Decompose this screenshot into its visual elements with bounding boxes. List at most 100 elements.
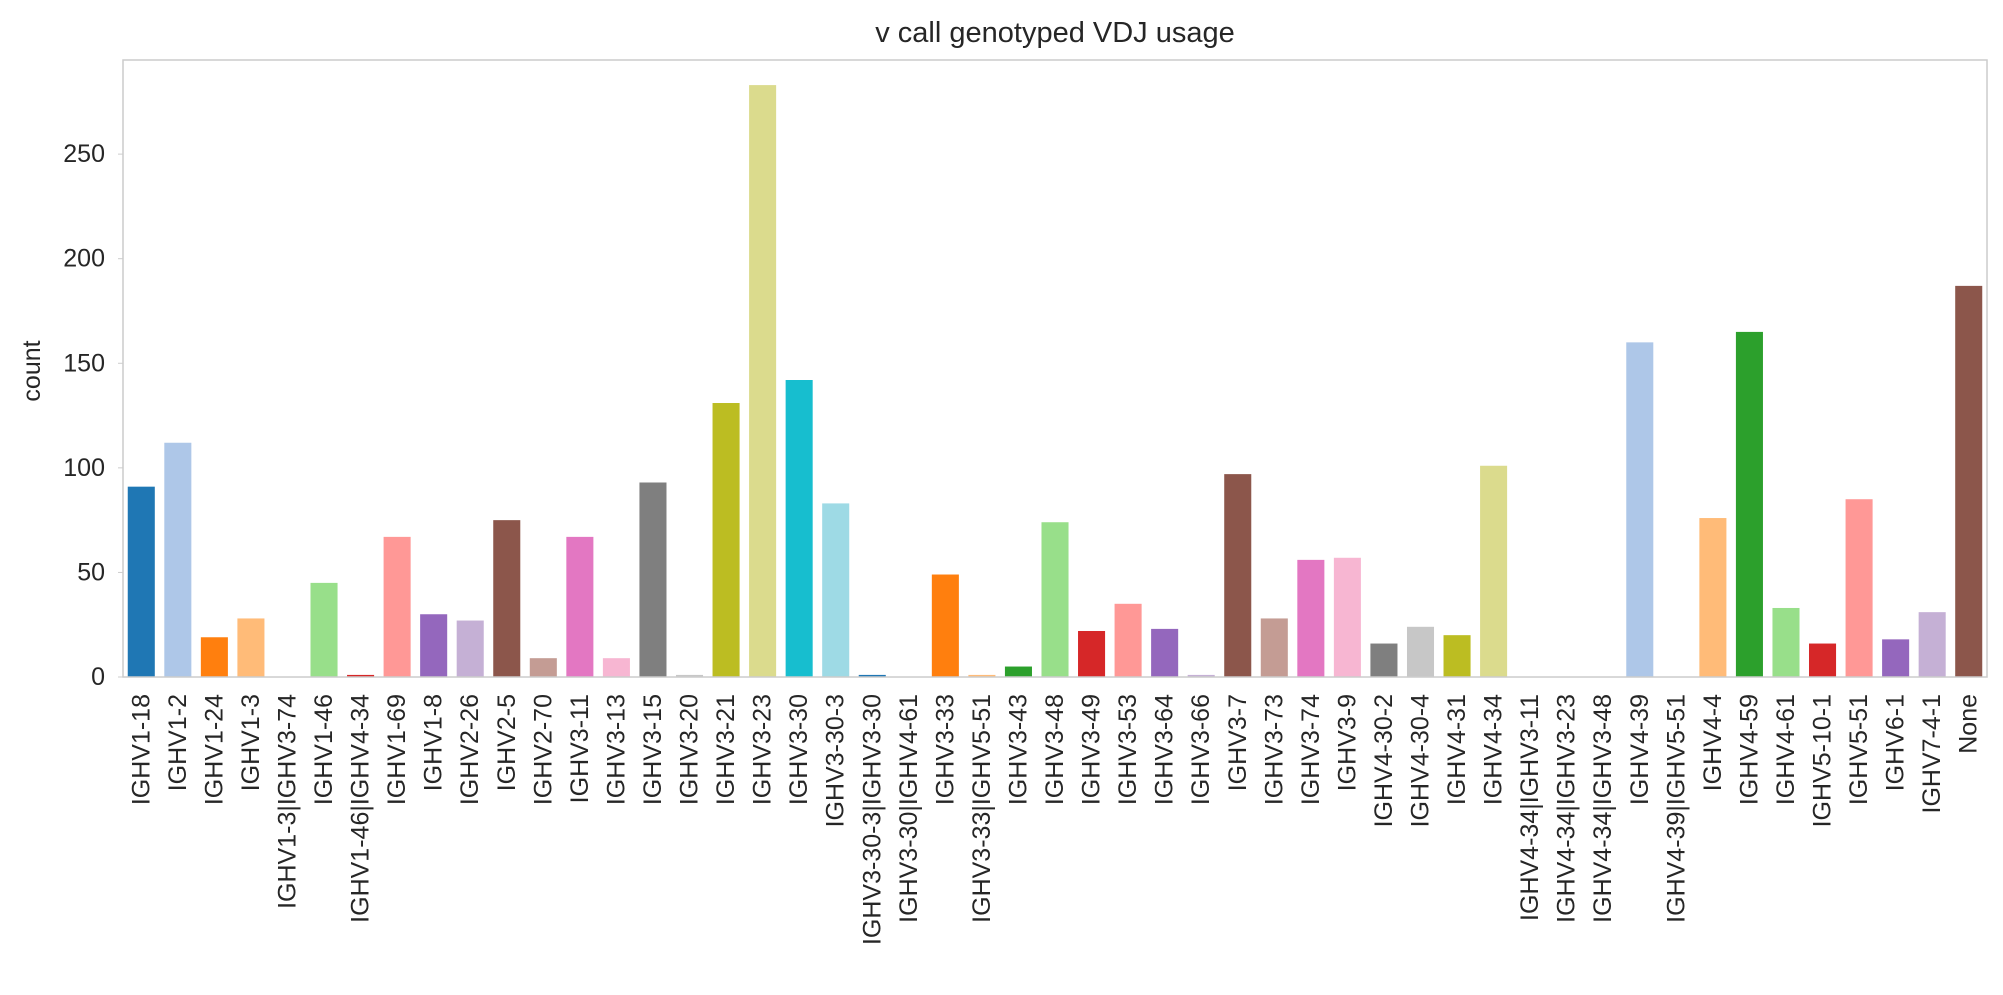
x-tick-label: IGHV1-24: [200, 694, 228, 805]
bars-group: [127, 85, 1983, 678]
x-tick-label: IGHV2-70: [529, 694, 557, 805]
bar-ighv3-20: [675, 674, 704, 677]
x-tick-label: IGHV3-73: [1260, 694, 1288, 805]
bar-ighv3-15: [639, 482, 667, 677]
bar-ighv3-64: [1151, 628, 1179, 677]
x-tick-label: IGHV3-20: [676, 694, 704, 805]
x-tick-label: IGHV4-31: [1443, 694, 1471, 805]
x-tick-label: IGHV3-7: [1224, 694, 1252, 791]
x-tick-label: IGHV3-30|IGHV4-61: [895, 694, 923, 923]
x-tick-label: IGHV3-49: [1078, 694, 1106, 805]
bar-ighv3-11: [566, 536, 594, 677]
bar-ighv4-30-2: [1370, 643, 1398, 677]
x-tick-label: IGHV3-64: [1151, 694, 1179, 805]
x-tick-label: IGHV4-39: [1626, 694, 1654, 805]
x-tick-label: IGHV3-33|IGHV5-51: [968, 694, 996, 923]
bar-ighv3-73: [1260, 618, 1288, 677]
y-tick-label: 200: [63, 245, 105, 273]
x-tick-label: IGHV1-8: [420, 694, 448, 791]
x-tick-label: IGHV1-69: [383, 694, 411, 805]
y-tick-label: 150: [63, 349, 105, 377]
bar-ighv3-33: [931, 574, 959, 677]
x-tick-label: None: [1955, 694, 1983, 754]
x-tick-label: IGHV1-46: [310, 694, 338, 805]
bar-ighv1-46: [310, 582, 338, 677]
x-tick-label: IGHV1-3: [237, 694, 265, 791]
bar-ighv3-7: [1224, 474, 1252, 677]
bar-ighv2-26: [456, 620, 484, 677]
x-tick-label: IGHV3-30-3|IGHV3-30: [858, 694, 886, 945]
bar-ighv1-46-ighv4-34: [347, 674, 375, 677]
y-ticks-group: 0 50 100 150 200 250: [63, 140, 123, 691]
bar-ighv4-59: [1735, 331, 1763, 677]
x-tick-label: IGHV2-26: [456, 694, 484, 805]
bar-ighv3-53: [1114, 603, 1142, 677]
bar-ighv1-24: [200, 637, 228, 677]
chart-title: v call genotyped VDJ usage: [875, 17, 1235, 49]
y-tick-label: 250: [63, 140, 105, 168]
x-tick-label: IGHV3-9: [1333, 694, 1361, 791]
bar-ighv4-61: [1772, 607, 1800, 677]
bar-ighv3-49: [1078, 630, 1106, 677]
bar-ighv3-30: [785, 380, 813, 677]
bar-ighv4-34: [1480, 465, 1508, 677]
plot-frame: [122, 59, 1988, 678]
y-axis-label: count: [18, 340, 46, 401]
bar-ighv1-69: [383, 536, 411, 677]
x-tick-label: IGHV4-39|IGHV5-51: [1662, 694, 1690, 923]
x-tick-label: IGHV1-2: [164, 694, 192, 791]
bar-ighv5-10-1: [1809, 643, 1837, 677]
bar-ighv6-1: [1882, 639, 1910, 677]
x-tick-label: IGHV3-13: [602, 694, 630, 805]
bar-ighv3-30-3: [822, 503, 850, 677]
bar-ighv3-66: [1187, 674, 1215, 677]
bar-ighv5-51: [1845, 499, 1873, 677]
x-tick-label: IGHV4-59: [1735, 694, 1763, 805]
bar-ighv1-2: [164, 442, 192, 677]
bar-ighv3-23: [749, 85, 777, 678]
x-tick-label: IGHV3-30-3: [822, 694, 850, 827]
x-tick-label: IGHV3-66: [1187, 694, 1215, 805]
x-tick-label: IGHV5-51: [1845, 694, 1873, 805]
bar-ighv3-21: [712, 403, 740, 677]
x-tick-label: IGHV3-48: [1041, 694, 1069, 805]
bar-ighv3-48: [1041, 522, 1069, 677]
x-tick-label: IGHV4-34: [1480, 694, 1508, 805]
bar-ighv4-30-4: [1406, 626, 1435, 677]
x-tick-label: IGHV4-61: [1772, 694, 1800, 805]
x-tick-label: IGHV3-21: [712, 694, 740, 805]
x-tick-label: IGHV2-5: [493, 694, 521, 791]
x-tick-label: IGHV4-34|IGHV3-23: [1553, 694, 1581, 923]
bar-ighv3-30-3-ighv3-30: [858, 674, 886, 677]
x-tick-label: IGHV3-53: [1114, 694, 1142, 805]
x-tick-label: IGHV3-33: [931, 694, 959, 805]
x-tick-label: IGHV5-10-1: [1809, 694, 1837, 827]
bar-ighv4-4: [1699, 518, 1727, 677]
bar-ighv2-5: [493, 520, 521, 677]
x-tick-label: IGHV4-30-2: [1370, 694, 1398, 827]
bar-ighv7-4-1: [1918, 612, 1946, 677]
bar-ighv3-74: [1297, 559, 1325, 677]
bar-ighv1-8: [420, 614, 448, 677]
x-tick-label: IGHV1-18: [127, 694, 155, 805]
bar-none: [1955, 285, 1983, 677]
y-tick-label: 100: [63, 454, 105, 482]
bar-ighv3-13: [602, 658, 630, 677]
y-tick-label: 50: [77, 558, 105, 586]
x-tick-label: IGHV4-34|IGHV3-48: [1589, 694, 1617, 923]
x-tick-label: IGHV6-1: [1882, 694, 1910, 791]
x-tick-label: IGHV1-3|IGHV3-74: [273, 694, 301, 909]
bar-ighv1-3: [237, 618, 265, 677]
x-tick-label: IGHV1-46|IGHV4-34: [347, 694, 375, 923]
bar-ighv3-43: [1004, 666, 1032, 677]
bar-ighv3-33-ighv5-51: [968, 674, 996, 677]
x-ticks-group: IGHV1-18 IGHV1-2 IGHV1-24 IGHV1-3 IGHV1-3|IG…: [127, 694, 1982, 945]
x-tick-label: IGHV3-30: [785, 694, 813, 805]
x-tick-label: IGHV3-43: [1004, 694, 1032, 805]
x-tick-label: IGHV3-23: [749, 694, 777, 805]
x-tick-label: IGHV4-34|IGHV3-11: [1516, 694, 1544, 921]
bar-ighv1-18: [127, 486, 155, 677]
x-tick-label: IGHV3-74: [1297, 694, 1325, 805]
